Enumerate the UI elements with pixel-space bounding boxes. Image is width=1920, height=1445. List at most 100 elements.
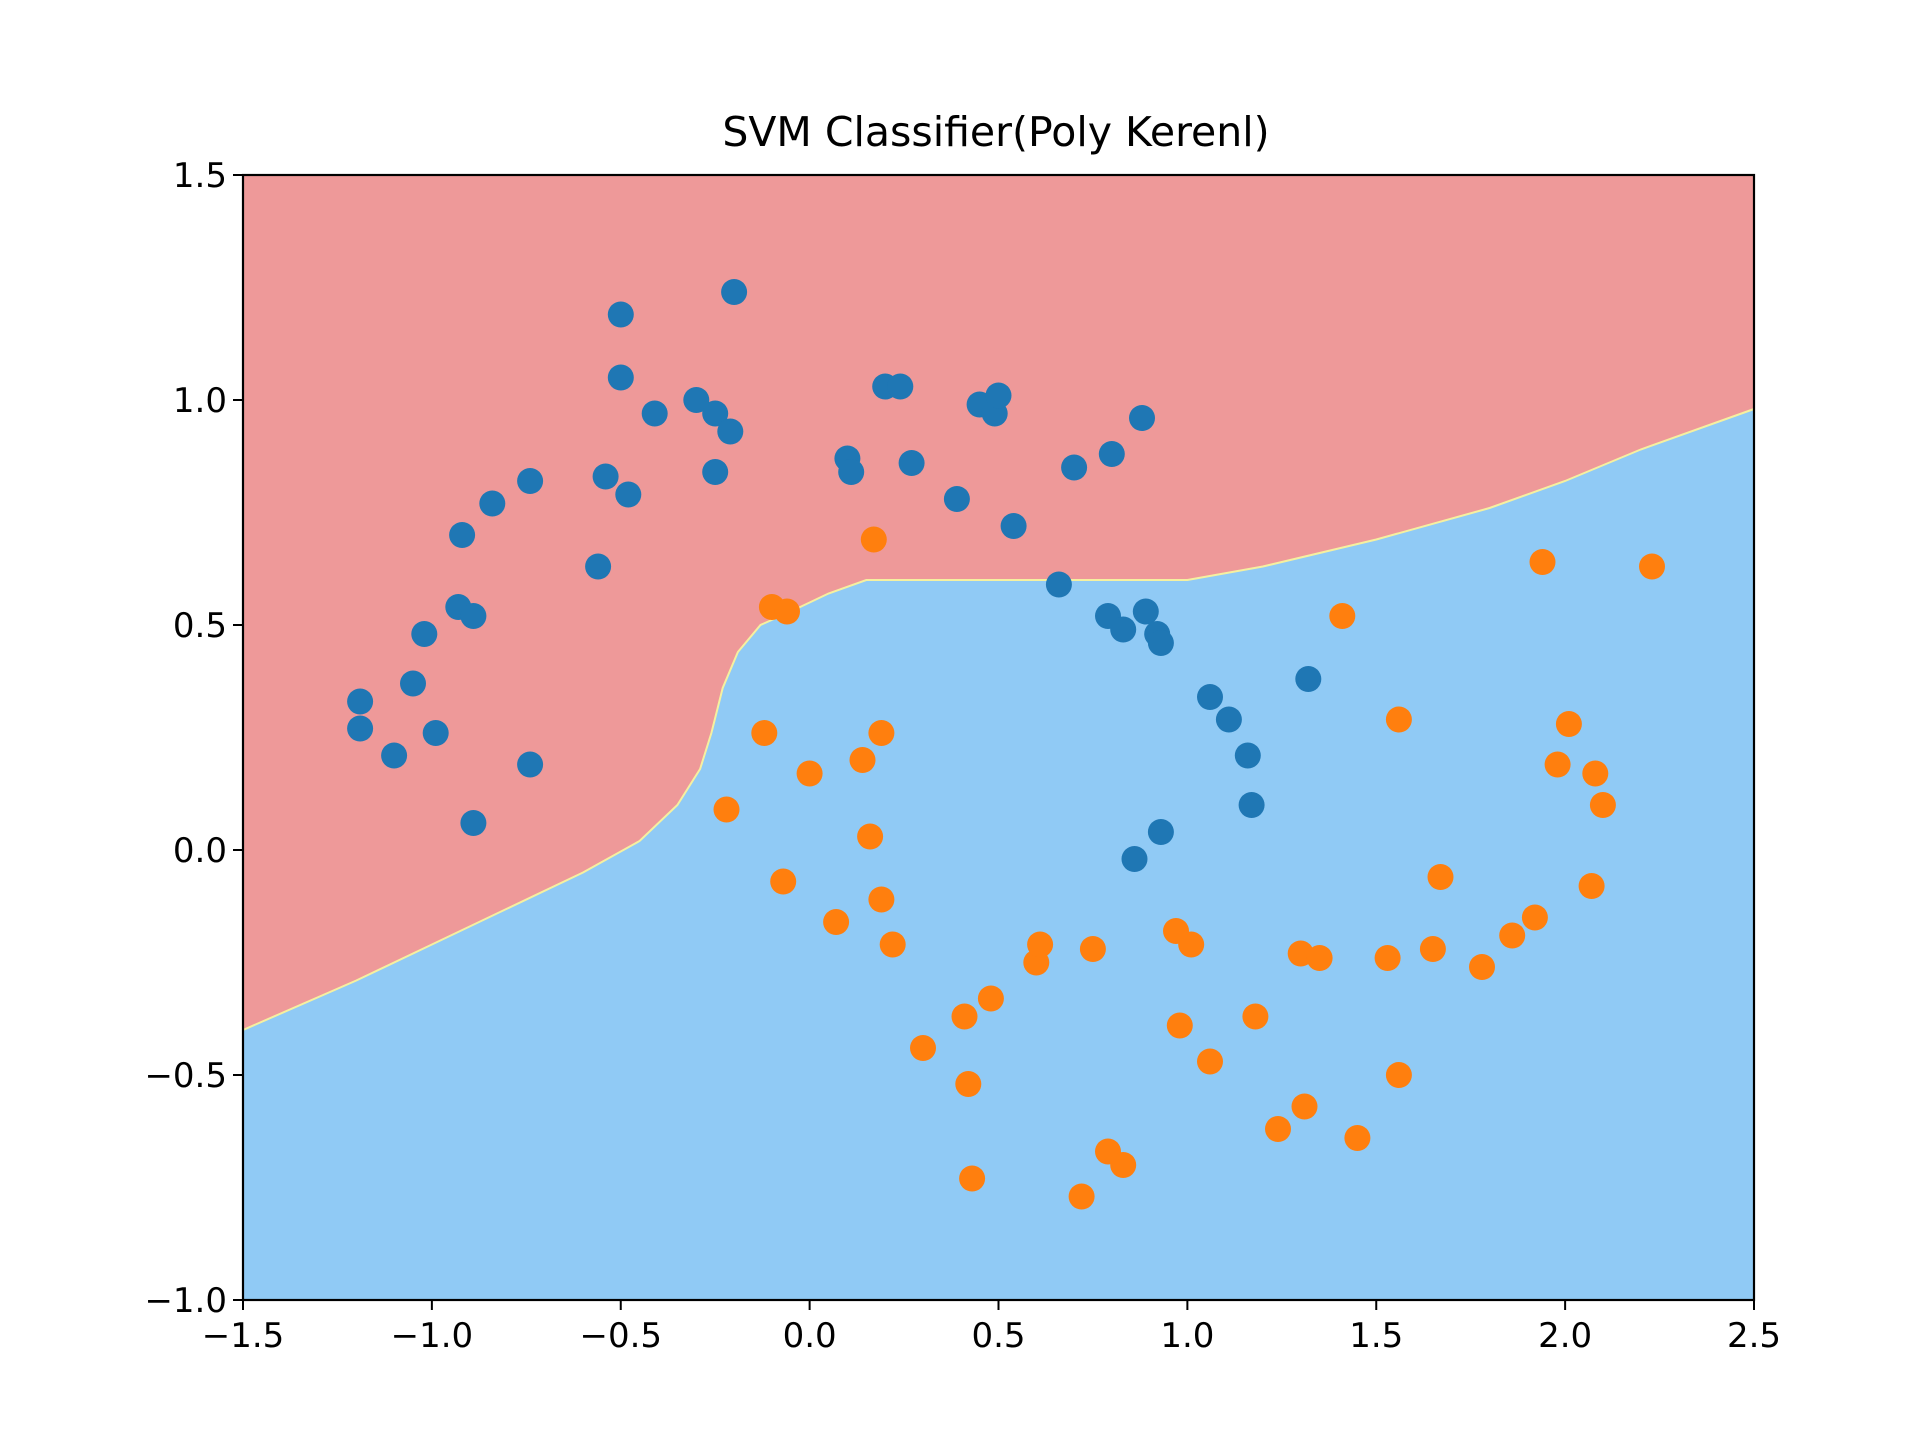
data-point-class-0 [1234, 742, 1261, 769]
data-point-class-1 [910, 1035, 936, 1061]
data-point-class-1 [1544, 751, 1571, 778]
region-class-1 [243, 409, 1754, 1300]
data-point-class-0 [592, 463, 619, 490]
data-point-class-1 [1578, 873, 1605, 899]
chart-title: SVM Classifier(Poly Kerenl) [722, 108, 1269, 156]
data-point-class-0 [1132, 598, 1159, 625]
data-point-class-1 [1385, 1062, 1412, 1088]
data-point-class-1 [1521, 904, 1548, 931]
data-point-class-1 [1344, 1125, 1371, 1151]
data-point-class-0 [1147, 819, 1174, 845]
data-point-class-0 [460, 603, 487, 629]
data-point-class-1 [751, 720, 778, 746]
data-point-class-1 [849, 747, 876, 773]
axes: −1.5 −1.0 −0.5 0.0 0.5 1.0 1.5 2.0 2.5−1.0−0.50.… [144, 156, 1781, 1356]
data-point-class-0 [985, 382, 1012, 409]
data-point-class-0 [479, 490, 506, 517]
x-tick-label: 2.0 [1538, 1316, 1592, 1356]
y-tick-label: −1.0 [144, 1281, 227, 1321]
data-point-class-1 [1110, 1152, 1137, 1178]
data-point-class-0 [615, 481, 642, 508]
plot-area [242, 175, 1755, 1300]
data-point-class-0 [721, 279, 748, 305]
data-point-class-1 [1499, 922, 1526, 949]
data-point-class-0 [1295, 666, 1322, 692]
data-point-class-0 [943, 486, 970, 512]
data-point-class-0 [607, 364, 634, 391]
x-tick-label: 2.5 [1727, 1316, 1781, 1356]
data-point-class-1 [1242, 1003, 1269, 1030]
y-tick-label: 0.5 [173, 606, 227, 646]
data-point-class-0 [460, 810, 487, 836]
data-point-class-1 [713, 796, 740, 823]
data-point-class-1 [1068, 1183, 1095, 1210]
data-point-class-1 [959, 1165, 986, 1192]
data-point-class-1 [868, 720, 895, 746]
data-point-class-1 [857, 823, 884, 850]
data-point-class-0 [898, 450, 925, 476]
data-point-class-1 [1178, 931, 1205, 958]
data-point-class-0 [838, 459, 865, 485]
data-point-class-0 [517, 468, 544, 494]
data-point-class-1 [1555, 711, 1582, 737]
data-point-class-0 [717, 418, 744, 445]
data-point-class-1 [1374, 945, 1401, 971]
data-point-class-0 [683, 387, 710, 413]
data-point-class-0 [641, 400, 668, 427]
data-point-class-0 [585, 553, 612, 580]
data-point-class-1 [1166, 1012, 1193, 1039]
data-point-class-1 [1469, 954, 1495, 980]
data-point-class-1 [1079, 936, 1106, 962]
data-point-class-1 [774, 598, 800, 625]
data-point-class-1 [1197, 1048, 1223, 1075]
data-point-class-0 [1197, 684, 1223, 710]
x-tick-label: 0.0 [783, 1316, 837, 1356]
data-point-class-1 [868, 886, 895, 913]
x-tick-label: −0.5 [579, 1316, 662, 1356]
y-tick-label: 1.5 [173, 156, 227, 196]
y-tick-label: −0.5 [144, 1056, 227, 1096]
data-point-class-1 [1427, 864, 1454, 890]
data-point-class-0 [347, 715, 374, 742]
data-point-class-0 [1238, 792, 1265, 818]
data-point-class-0 [449, 522, 476, 548]
data-point-class-1 [1639, 553, 1665, 580]
data-point-class-0 [1215, 706, 1242, 733]
data-point-class-1 [1419, 936, 1446, 962]
data-point-class-0 [347, 688, 374, 715]
data-point-class-0 [381, 742, 408, 769]
data-point-class-0 [702, 459, 729, 485]
data-point-class-0 [1110, 616, 1137, 643]
data-point-class-1 [1306, 945, 1333, 971]
x-tick-label: 1.0 [1160, 1316, 1214, 1356]
data-point-class-1 [1589, 792, 1616, 818]
x-tick-label: 1.5 [1349, 1316, 1403, 1356]
data-point-class-1 [796, 760, 823, 787]
data-point-class-1 [1529, 549, 1556, 575]
y-tick-label: 0.0 [173, 831, 227, 871]
data-point-class-1 [1385, 706, 1412, 733]
data-point-class-0 [1147, 630, 1174, 656]
data-point-class-1 [860, 526, 887, 553]
x-tick-label: −1.5 [202, 1316, 285, 1356]
data-point-class-0 [1098, 441, 1125, 467]
x-tick-label: −1.0 [391, 1316, 474, 1356]
data-point-class-1 [1582, 760, 1609, 787]
data-point-class-0 [887, 373, 914, 400]
data-point-class-0 [1061, 454, 1088, 481]
data-point-class-0 [411, 621, 438, 647]
x-tick-label: 0.5 [971, 1316, 1025, 1356]
data-point-class-0 [1121, 846, 1148, 872]
data-point-class-0 [400, 670, 426, 697]
y-tick-label: 1.0 [173, 381, 227, 421]
data-point-class-0 [1000, 513, 1027, 539]
data-point-class-0 [517, 751, 544, 778]
data-point-class-1 [951, 1003, 978, 1030]
data-point-class-1 [770, 868, 797, 895]
data-point-class-1 [1329, 603, 1356, 629]
data-point-class-0 [1045, 571, 1072, 598]
data-point-class-1 [879, 931, 906, 958]
data-point-class-0 [1129, 405, 1155, 431]
data-point-class-1 [1265, 1116, 1291, 1142]
